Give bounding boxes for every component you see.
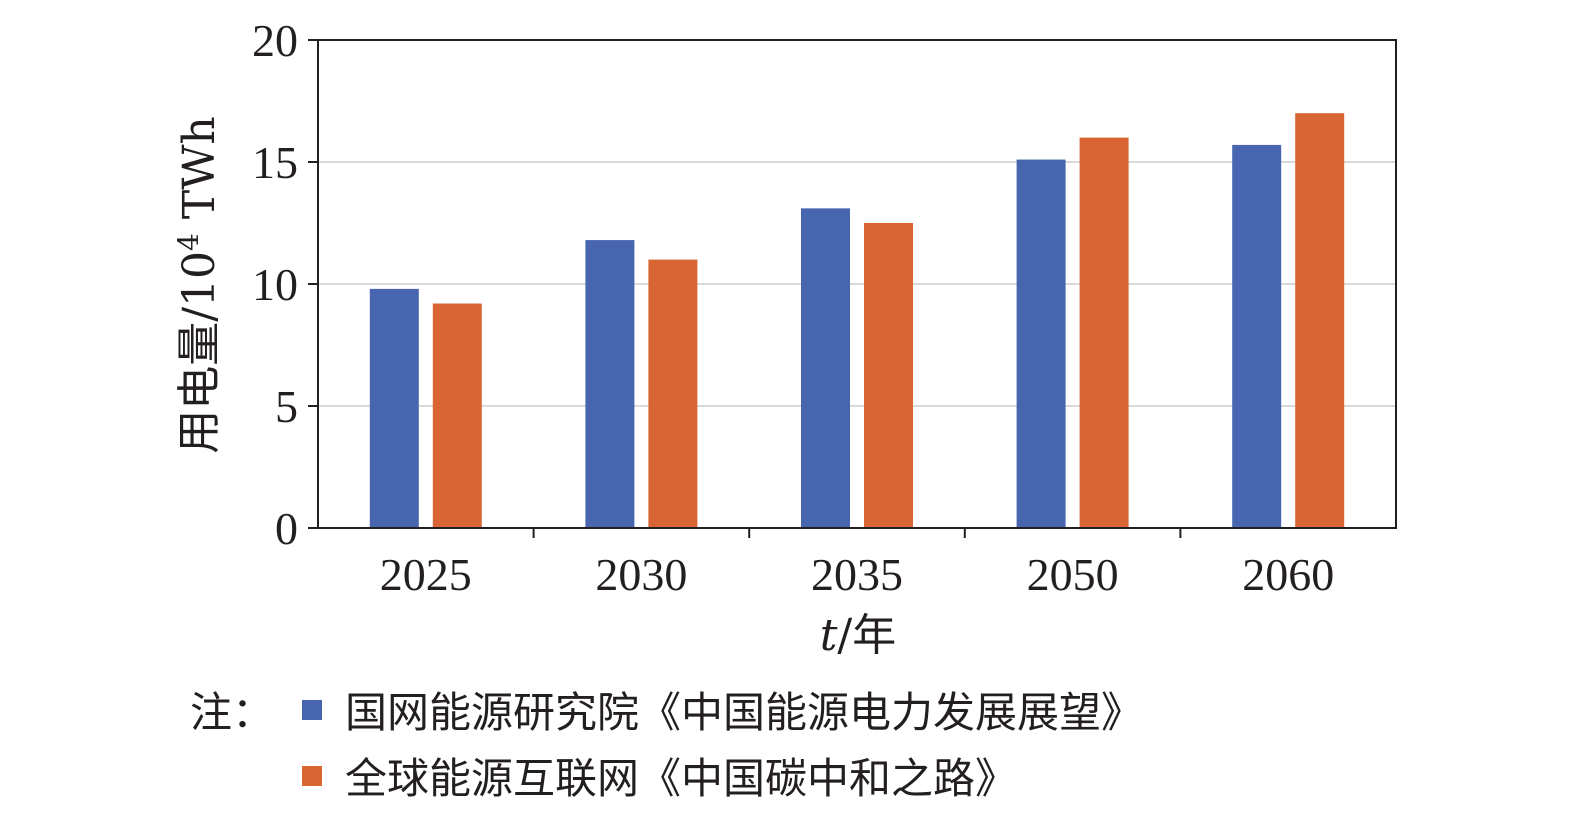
y-axis-label: 用电量/104 TWh bbox=[172, 116, 225, 454]
legend-note-label: 注： bbox=[190, 688, 274, 737]
bars bbox=[369, 113, 1345, 529]
legend-swatch-series-2 bbox=[302, 766, 322, 786]
bar-series-2-2035 bbox=[864, 223, 913, 528]
legend: 注： 国网能源研究院《中国能源电力发展展望》全球能源互联网《中国碳中和之路》 bbox=[190, 688, 1143, 803]
x-tick-label: 2050 bbox=[1027, 549, 1119, 600]
x-axis-tick-labels: 2025 2030 2035 2050 2060 bbox=[380, 549, 1334, 600]
y-tick-label: 10 bbox=[252, 259, 298, 310]
y-axis-ticks bbox=[308, 39, 318, 529]
x-axis-ticks bbox=[532, 528, 1182, 538]
y-tick-label: 5 bbox=[275, 381, 298, 432]
legend-swatch-series-1 bbox=[302, 700, 322, 720]
x-axis-label: t/年 bbox=[820, 610, 897, 661]
bar-series-1-2025 bbox=[369, 288, 419, 528]
bar-series-1-2035 bbox=[801, 208, 850, 529]
legend-label-series-2: 全球能源互联网《中国碳中和之路》 bbox=[345, 754, 1017, 803]
y-tick-label: 0 bbox=[275, 503, 298, 554]
x-tick-label: 2025 bbox=[380, 549, 472, 600]
bar-series-2-2050 bbox=[1079, 137, 1129, 528]
y-axis-tick-labels: 0 5 10 15 20 bbox=[252, 15, 298, 554]
legend-label-series-1: 国网能源研究院《中国能源电力发展展望》 bbox=[345, 688, 1143, 737]
bar-series-2-2060 bbox=[1295, 113, 1345, 528]
bar-series-2-2025 bbox=[432, 303, 482, 528]
bar-series-1-2050 bbox=[1016, 159, 1066, 528]
x-tick-label: 2060 bbox=[1242, 549, 1334, 600]
bar-series-2-2030 bbox=[648, 259, 698, 528]
gridlines bbox=[318, 161, 1396, 407]
x-tick-label: 2030 bbox=[595, 549, 687, 600]
y-tick-label: 15 bbox=[252, 137, 298, 188]
bar-series-1-2030 bbox=[585, 240, 635, 528]
x-tick-label: 2035 bbox=[811, 549, 903, 600]
bar-series-1-2060 bbox=[1232, 144, 1282, 529]
y-tick-label: 20 bbox=[252, 15, 298, 66]
